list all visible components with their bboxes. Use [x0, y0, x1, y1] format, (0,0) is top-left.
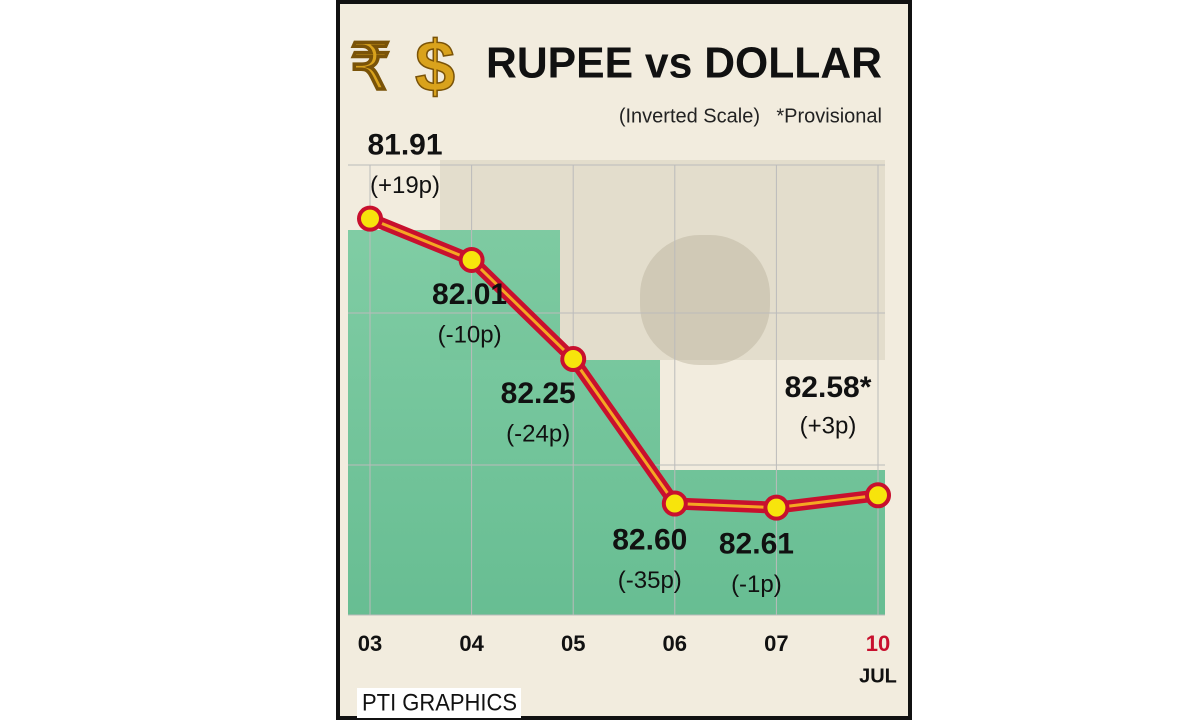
line-inner	[369, 217, 879, 510]
value-label: 82.60	[612, 523, 687, 556]
value-label: 82.25	[501, 377, 576, 410]
change-label: (-10p)	[438, 321, 502, 348]
x-tick-label: 10	[866, 631, 890, 656]
value-label: 82.01	[432, 278, 507, 311]
x-tick-label: 05	[561, 631, 585, 656]
chart-title: RUPEE vs DOLLAR	[486, 39, 882, 88]
subtitle: (Inverted Scale)	[619, 105, 760, 127]
month-label: JUL	[859, 665, 897, 687]
source: PTI GRAPHICS	[362, 689, 517, 716]
banknote-portrait	[640, 235, 770, 365]
x-tick-label: 03	[358, 631, 382, 656]
x-tick-label: 07	[764, 631, 788, 656]
change-label: (+3p)	[800, 413, 857, 440]
point	[357, 205, 383, 232]
rupee-symbol: ₹	[350, 31, 391, 103]
x-tick-label: 06	[663, 631, 687, 656]
value-label: 81.91	[367, 129, 442, 162]
note: *Provisional	[776, 105, 882, 127]
point	[763, 494, 790, 521]
change-label: (-35p)	[618, 567, 682, 594]
point	[661, 490, 688, 517]
change-label: (-1p)	[731, 571, 782, 598]
value-label: 82.58*	[785, 371, 872, 404]
plot: 81.91 (+19p) 82.01 (-10p) 82.25 (-24p) 82.60 (-…	[348, 129, 897, 687]
change-label: (+19p)	[370, 172, 440, 199]
point	[560, 346, 587, 373]
change-label: (-24p)	[506, 420, 570, 447]
source-box	[357, 688, 521, 718]
point	[865, 482, 891, 509]
point	[458, 246, 485, 273]
dollar-symbol: $	[415, 27, 455, 107]
value-label: 82.61	[719, 528, 794, 561]
x-tick-label: 04	[459, 631, 484, 656]
